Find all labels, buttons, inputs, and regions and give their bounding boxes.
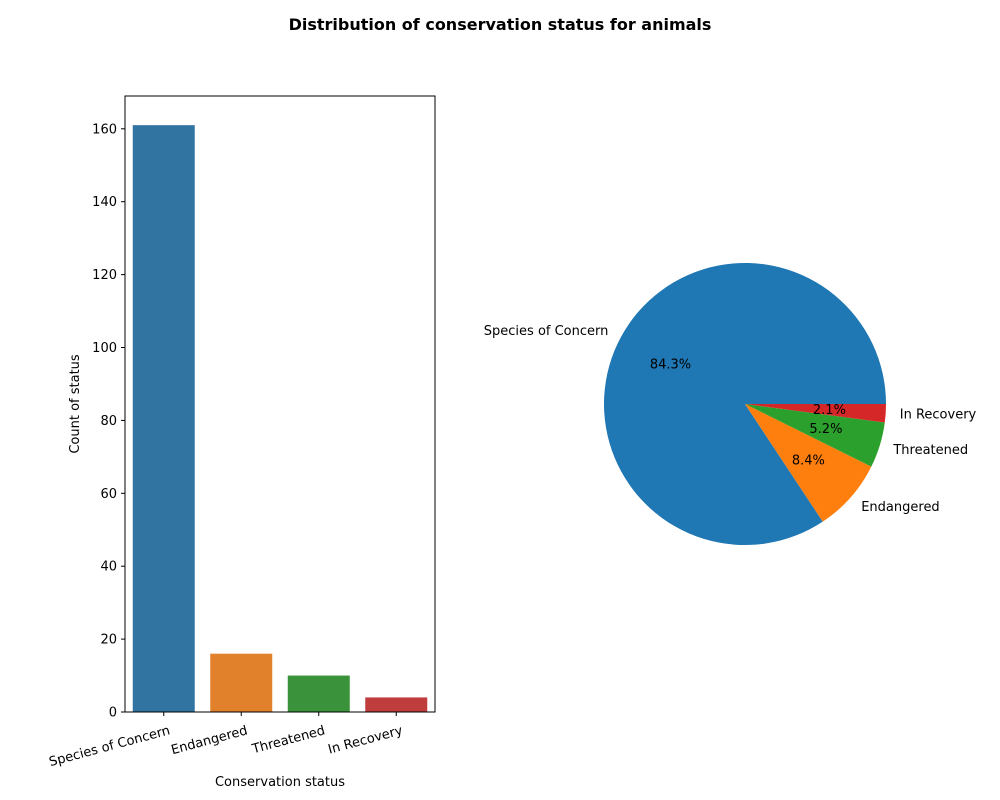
- pie-slice-4: [745, 404, 886, 423]
- pie-slice-3: [745, 404, 885, 467]
- bar-x-axis-label: Conservation status: [215, 775, 345, 790]
- bar-y-tick-label: 140: [92, 195, 117, 210]
- pie-label: Species of Concern: [484, 324, 609, 339]
- bar-y-tick-label: 100: [92, 341, 117, 356]
- bar-y-tick-label: 60: [100, 487, 117, 502]
- pie-label: Threatened: [892, 443, 968, 458]
- pie-percent-label: 8.4%: [792, 454, 825, 469]
- bar-chart: 0 20 40 60 80 100 120 140 160 Species of ConcernE…: [48, 95, 436, 790]
- pie-slice-2: [745, 404, 872, 522]
- bar-1: [132, 125, 195, 712]
- bar-series: [132, 125, 428, 712]
- bar-x-tick-label: Species of Concern: [48, 723, 172, 770]
- pie-percent-label: 2.1%: [813, 403, 846, 418]
- bar-y-tick-label: 80: [100, 414, 117, 429]
- bar-y-tick-label: 40: [100, 560, 117, 575]
- bar-y-tick-label: 120: [92, 268, 117, 283]
- figure-title: Distribution of conservation status for …: [289, 15, 712, 34]
- bar-y-tick-label: 20: [100, 633, 117, 648]
- pie-label: Endangered: [861, 500, 939, 515]
- pie-percent-label: 5.2%: [809, 422, 842, 437]
- bar-x-tick-label: In Recovery: [327, 723, 405, 757]
- pie-label: In Recovery: [900, 408, 977, 423]
- bar-2: [210, 653, 273, 712]
- bar-y-tick-label: 0: [109, 706, 117, 721]
- pie-chart: Species of Concern 84.3% Endangered 8.4% Thr…: [484, 263, 977, 545]
- bar-plot-frame: [124, 95, 436, 713]
- bar-x-tick-label: Threatened: [250, 723, 327, 757]
- bar-4: [365, 697, 428, 712]
- bar-y-tick-label: 160: [92, 122, 117, 137]
- pie-percent-label: 84.3%: [650, 357, 691, 372]
- bar-3: [287, 675, 350, 712]
- bar-x-tick-label: Endangered: [170, 723, 250, 758]
- bar-y-axis-label: Count of status: [68, 354, 83, 454]
